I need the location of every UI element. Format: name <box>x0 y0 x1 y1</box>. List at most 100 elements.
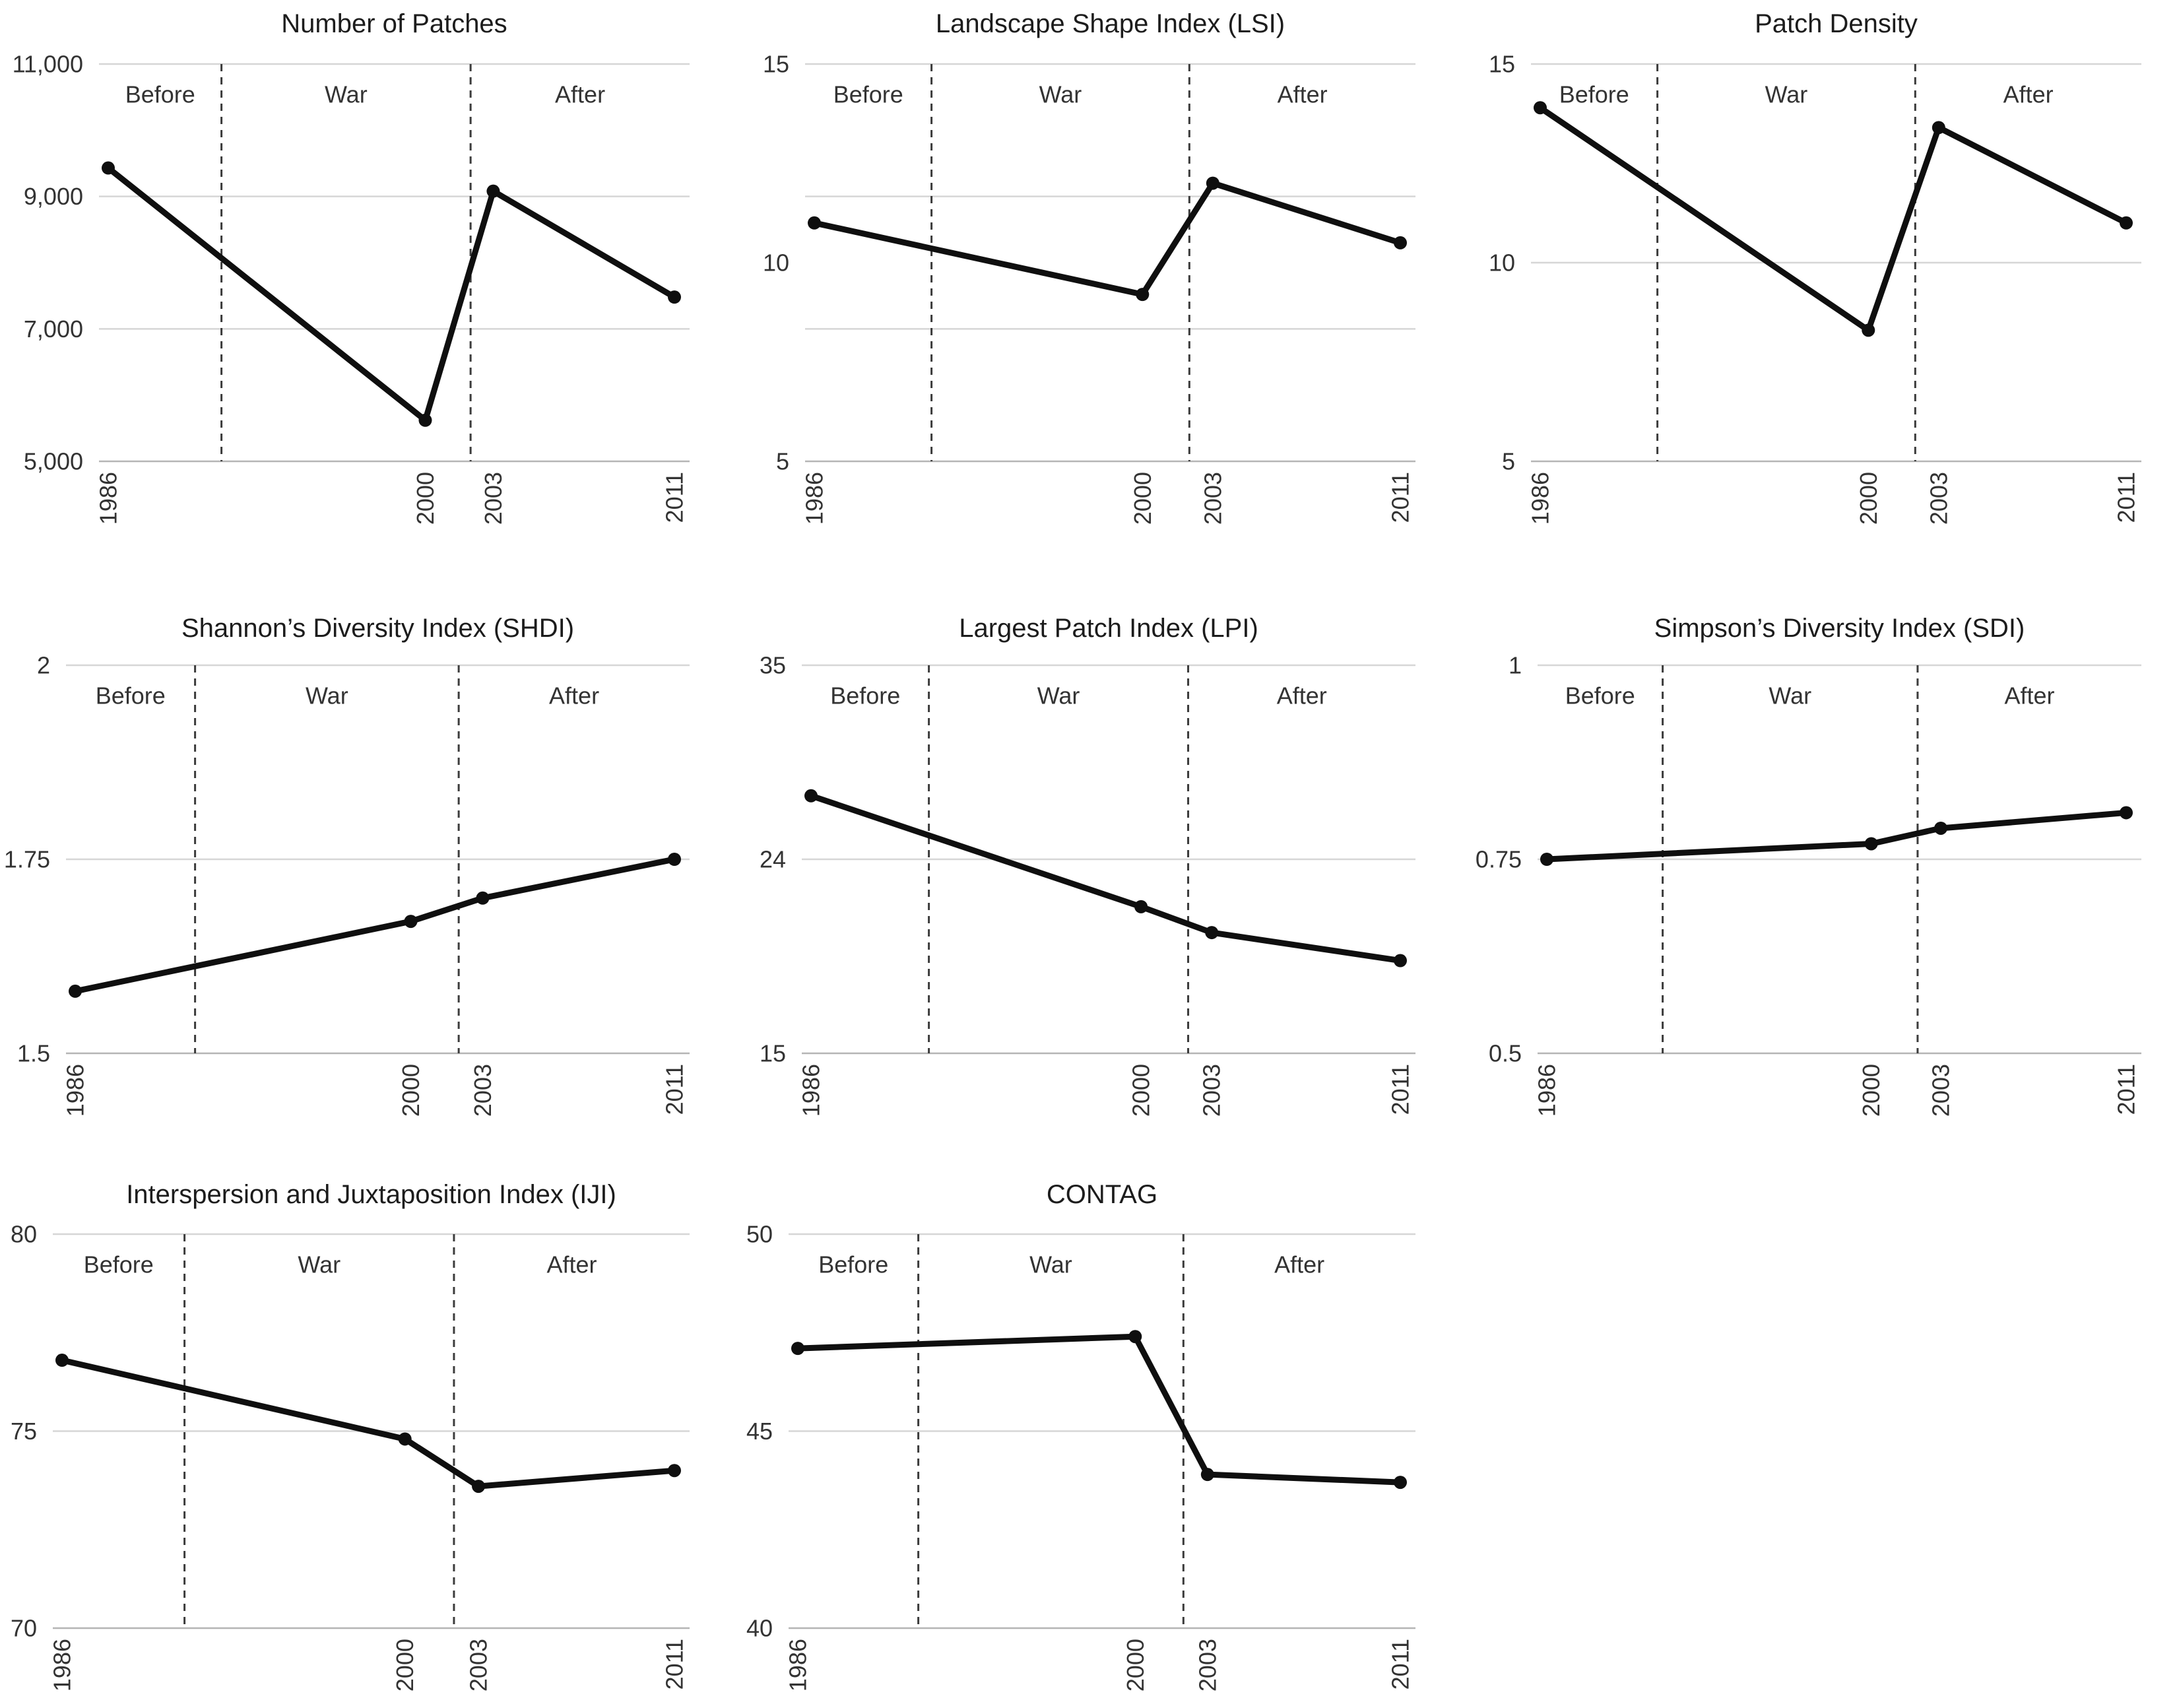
data-point <box>486 184 500 198</box>
chart-svg-simpsons-diversity-index: Before War After 0.5 0.75 1 1986 2000 2003 2011 Si… <box>1476 614 2141 1117</box>
x-tick-label: 2003 <box>1925 472 1952 525</box>
chart-panel-patch-density: Before War After 5 10 15 1986 2000 2003 2011 Patch… <box>1452 0 2177 568</box>
y-tick-label: 10 <box>763 249 789 277</box>
x-tick-label: 2000 <box>1858 1064 1885 1117</box>
data-line <box>1537 104 2129 333</box>
x-tick-label: 2011 <box>1387 472 1414 523</box>
data-point <box>398 1432 412 1446</box>
period-label: War <box>306 682 348 709</box>
data-point <box>102 161 115 175</box>
x-tick-label: 1986 <box>49 1639 76 1692</box>
period-label: After <box>1277 682 1327 709</box>
period-label: After <box>1274 1251 1324 1278</box>
period-label: Before <box>1565 682 1635 709</box>
period-label: Before <box>96 682 166 709</box>
y-tick-label: 0.75 <box>1476 846 1522 873</box>
chart-title: Landscape Shape Index (LSI) <box>936 9 1285 38</box>
x-tick-label: 2000 <box>1855 472 1882 525</box>
x-tick-label: 2011 <box>1387 1064 1414 1115</box>
chart-title: Largest Patch Index (LPI) <box>959 614 1258 643</box>
y-tick-label: 5 <box>1502 448 1515 475</box>
data-point <box>2120 216 2133 230</box>
chart-title: Patch Density <box>1755 9 1918 38</box>
data-point <box>1534 101 1547 115</box>
x-tick-label: 1986 <box>801 472 828 525</box>
data-point <box>404 915 418 929</box>
data-line <box>795 1333 1404 1486</box>
data-point <box>1394 1476 1407 1490</box>
period-label: War <box>1039 81 1082 108</box>
data-line <box>72 856 678 995</box>
x-tick-label: 2000 <box>397 1064 424 1117</box>
period-label: Before <box>84 1251 154 1278</box>
chart-svg-largest-patch-index: Before War After 15 24 35 1986 2000 2003 2011 Larg… <box>760 614 1415 1117</box>
y-tick-label: 5,000 <box>24 448 83 475</box>
x-tick-label: 2003 <box>480 472 507 525</box>
x-tick-label: 1986 <box>1527 472 1554 525</box>
y-tick-label: 0.5 <box>1489 1040 1522 1067</box>
data-point <box>1134 900 1148 913</box>
chart-title: Interspersion and Juxtaposition Index (I… <box>126 1180 616 1209</box>
period-label: After <box>2003 81 2054 108</box>
period-label: Before <box>830 682 900 709</box>
y-tick-label: 50 <box>746 1221 773 1248</box>
chart-panel-largest-patch-index: Before War After 15 24 35 1986 2000 2003 2011 Larg… <box>726 568 1452 1142</box>
data-point <box>2120 806 2133 820</box>
data-point <box>476 891 490 905</box>
x-tick-label: 1986 <box>95 472 122 525</box>
chart-panel-landscape-shape-index: Before War After 5 10 15 1986 2000 2003 2011 Lands… <box>726 0 1452 568</box>
y-tick-label: 45 <box>746 1418 773 1445</box>
data-line <box>59 1357 678 1490</box>
period-label: Before <box>1559 81 1629 108</box>
x-tick-label: 2003 <box>465 1639 492 1692</box>
chart-panel-shannons-diversity-index: Before War After 1.5 1.75 2 1986 2000 2003 2011 Sh… <box>0 568 726 1142</box>
period-label: War <box>1765 81 1808 108</box>
y-tick-label: 75 <box>11 1418 37 1445</box>
data-point <box>418 413 432 427</box>
data-point <box>55 1354 69 1367</box>
chart-title: Number of Patches <box>281 9 507 38</box>
x-tick-label: 2003 <box>469 1064 496 1117</box>
chart-svg-contag: Before War After 40 45 50 1986 2000 2003 2011 CONT… <box>746 1180 1415 1692</box>
x-tick-label: 2000 <box>1128 1064 1155 1117</box>
x-tick-label: 2003 <box>1194 1639 1221 1692</box>
period-label: War <box>1769 682 1811 709</box>
x-tick-label: 2000 <box>391 1639 418 1692</box>
y-tick-label: 7,000 <box>24 315 83 343</box>
chart-svg-number-of-patches: Before War After 5,000 7,000 9,000 11,000 1986 2… <box>13 9 690 525</box>
chart-svg-landscape-shape-index: Before War After 5 10 15 1986 2000 2003 2011 Lands… <box>763 9 1415 525</box>
data-line <box>105 165 678 424</box>
chart-panel-simpsons-diversity-index: Before War After 0.5 0.75 1 1986 2000 2003 2011 Si… <box>1452 568 2177 1142</box>
data-point <box>69 984 82 998</box>
data-point <box>1136 288 1150 302</box>
period-label: War <box>298 1251 341 1278</box>
data-point <box>472 1480 486 1494</box>
period-label: After <box>549 682 599 709</box>
data-point <box>1932 121 1945 135</box>
data-point <box>668 290 681 304</box>
data-line <box>1543 809 2129 863</box>
x-tick-label: 2003 <box>1198 1064 1225 1117</box>
x-tick-label: 2000 <box>1122 1639 1149 1692</box>
data-point <box>1394 954 1407 968</box>
period-label: After <box>555 81 605 108</box>
chart-svg-patch-density: Before War After 5 10 15 1986 2000 2003 2011 Patch… <box>1489 9 2141 525</box>
y-tick-label: 15 <box>763 51 789 78</box>
y-tick-label: 11,000 <box>13 51 83 78</box>
data-point <box>1934 821 1948 835</box>
chart-title: Shannon’s Diversity Index (SHDI) <box>181 614 574 643</box>
data-point <box>791 1342 804 1356</box>
data-point <box>1862 323 1875 337</box>
data-line <box>811 180 1404 298</box>
x-tick-label: 2011 <box>2113 472 2140 523</box>
y-tick-label: 1 <box>1509 652 1522 679</box>
data-point <box>668 1464 681 1478</box>
data-point <box>1206 176 1219 190</box>
data-point <box>804 789 818 803</box>
period-label: After <box>2004 682 2054 709</box>
y-tick-label: 1.75 <box>4 846 50 873</box>
data-point <box>1205 926 1219 940</box>
y-tick-label: 9,000 <box>24 183 83 210</box>
y-tick-label: 5 <box>776 448 789 475</box>
